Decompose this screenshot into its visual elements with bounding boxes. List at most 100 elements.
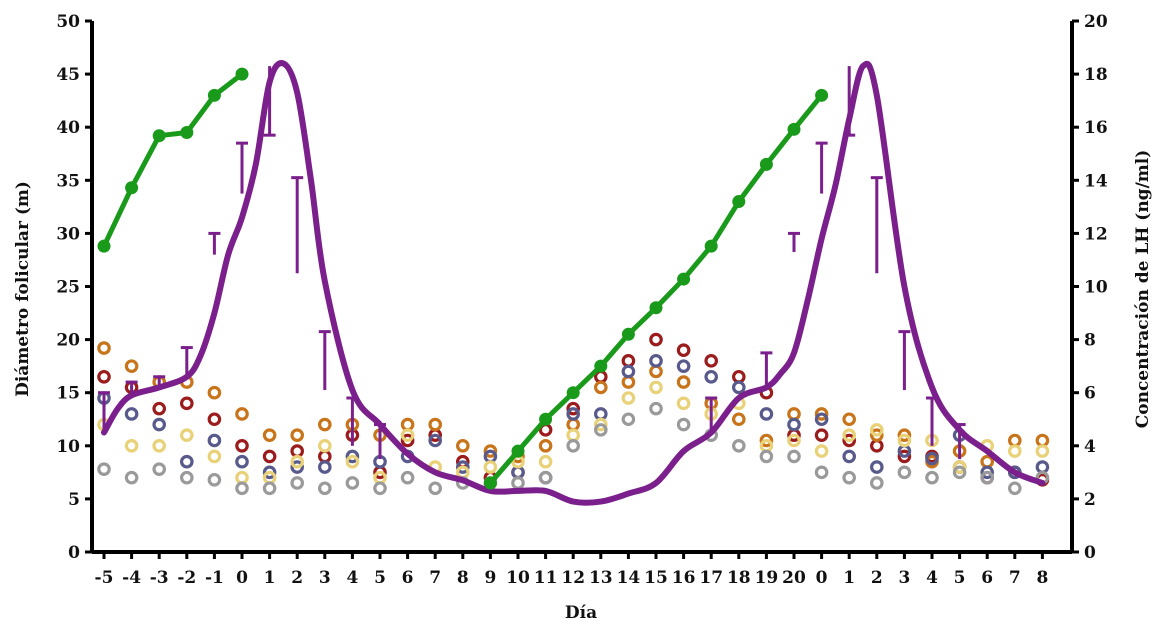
dominant-follicle-point xyxy=(235,67,249,81)
follicle-marker xyxy=(262,449,277,464)
follicle-marker xyxy=(731,380,746,395)
follicle-marker xyxy=(455,438,470,453)
follicle-marker xyxy=(814,407,829,421)
follicle-marker xyxy=(152,462,166,476)
x-axis-title: Día xyxy=(565,603,597,623)
x-tick-label: 3 xyxy=(898,568,910,588)
follicle-marker xyxy=(787,433,801,448)
follicle-marker xyxy=(511,465,525,480)
lh-line xyxy=(101,60,1046,506)
follicle-marker xyxy=(235,454,249,469)
follicle-marker xyxy=(538,470,553,485)
follicle-marker xyxy=(1035,444,1050,458)
x-tick-label: 2 xyxy=(871,568,883,588)
follicle-marker xyxy=(124,470,139,485)
dominant-follicle-line xyxy=(101,72,244,248)
right-y-tick-label: 14 xyxy=(1084,171,1108,191)
follicle-marker xyxy=(262,428,277,442)
follicle-marker xyxy=(593,380,608,395)
follicle-marker xyxy=(731,412,746,427)
follicle-marker xyxy=(262,481,277,496)
follicle-marker xyxy=(842,470,856,485)
dominant-follicle-point xyxy=(539,412,553,426)
follicle-marker xyxy=(152,401,166,416)
follicle-marker xyxy=(842,433,856,448)
follicle-marker xyxy=(621,354,636,368)
dominant-follicle-point xyxy=(649,301,663,315)
follicle-marker xyxy=(97,462,111,476)
follicle-marker xyxy=(235,438,249,453)
follicle-marker xyxy=(511,476,525,490)
x-tick-label: 6 xyxy=(402,568,414,588)
left-y-tick-label: 20 xyxy=(56,331,80,351)
follicle-marker xyxy=(180,454,194,469)
follicle-marker xyxy=(345,454,360,469)
follicle-marker xyxy=(483,460,498,474)
x-tick-label: 8 xyxy=(457,568,469,588)
follicle-marker xyxy=(566,417,580,432)
x-tick-label: -5 xyxy=(95,568,114,588)
follicle-marker xyxy=(207,449,222,464)
right-y-tick-label: 16 xyxy=(1084,118,1108,138)
right-y-tick-label: 4 xyxy=(1084,437,1096,457)
x-tick-label: 5 xyxy=(954,568,966,588)
follicle-marker xyxy=(925,470,939,485)
right-y-tick-label: 12 xyxy=(1084,224,1108,244)
dominant-follicle-point xyxy=(594,359,608,373)
right-y-tick-label: 0 xyxy=(1084,543,1096,563)
follicle-marker xyxy=(152,417,166,432)
x-tick-label: 7 xyxy=(429,568,441,588)
follicle-marker xyxy=(980,465,994,480)
follicle-marker xyxy=(290,444,304,458)
follicle-marker xyxy=(235,470,249,485)
follicle-marker xyxy=(290,454,304,469)
follicle-marker xyxy=(897,428,912,442)
follicle-marker xyxy=(345,476,360,490)
x-tick-label: 0 xyxy=(236,568,248,588)
follicle-marker xyxy=(317,460,332,474)
x-tick-label: 12 xyxy=(561,568,585,588)
follicle-marker xyxy=(649,354,663,368)
left-y-tick-label: 25 xyxy=(56,278,80,298)
follicle-marker xyxy=(869,460,884,474)
right-y-tick-label: 2 xyxy=(1084,490,1096,510)
follicle-marker xyxy=(869,423,884,437)
follicle-marker xyxy=(566,407,580,421)
follicle-marker xyxy=(704,354,718,368)
follicle-marker xyxy=(290,428,304,442)
follicle-marker xyxy=(97,341,111,355)
follicle-marker xyxy=(317,449,332,464)
x-tick-label: -4 xyxy=(122,568,141,588)
x-tick-label: 20 xyxy=(782,568,806,588)
follicle-marker xyxy=(980,454,994,469)
follicle-marker xyxy=(649,380,663,395)
x-tick-label: 18 xyxy=(727,568,751,588)
follicle-marker xyxy=(814,465,829,480)
follicle-marker xyxy=(759,433,774,448)
x-tick-label: -2 xyxy=(177,568,196,588)
left-y-tick-label: 10 xyxy=(56,437,80,457)
follicle-marker xyxy=(621,391,636,405)
dominant-follicle-point xyxy=(125,181,139,195)
dominant-follicle-point xyxy=(677,272,691,286)
follicle-marker xyxy=(538,438,553,453)
follicle-marker xyxy=(124,359,139,373)
follicle-marker xyxy=(483,444,498,458)
left-y-tick-label: 30 xyxy=(56,224,80,244)
follicle-marker xyxy=(180,428,194,442)
follicle-marker xyxy=(787,417,801,432)
follicle-marker xyxy=(400,433,415,448)
follicle-marker xyxy=(207,385,222,400)
follicle-marker xyxy=(400,417,415,432)
follicle-marker xyxy=(290,460,304,474)
x-tick-label: 5 xyxy=(374,568,386,588)
follicle-marker xyxy=(428,481,442,496)
follicle-marker xyxy=(180,396,194,411)
left-y-tick-label: 35 xyxy=(56,171,80,191)
left-y-tick-label: 45 xyxy=(56,65,80,85)
follicle-marker xyxy=(676,396,691,411)
follicle-marker xyxy=(649,332,663,347)
follicle-marker xyxy=(235,407,249,421)
follicle-marker xyxy=(814,412,829,427)
left-y-tick-label: 0 xyxy=(68,543,80,563)
